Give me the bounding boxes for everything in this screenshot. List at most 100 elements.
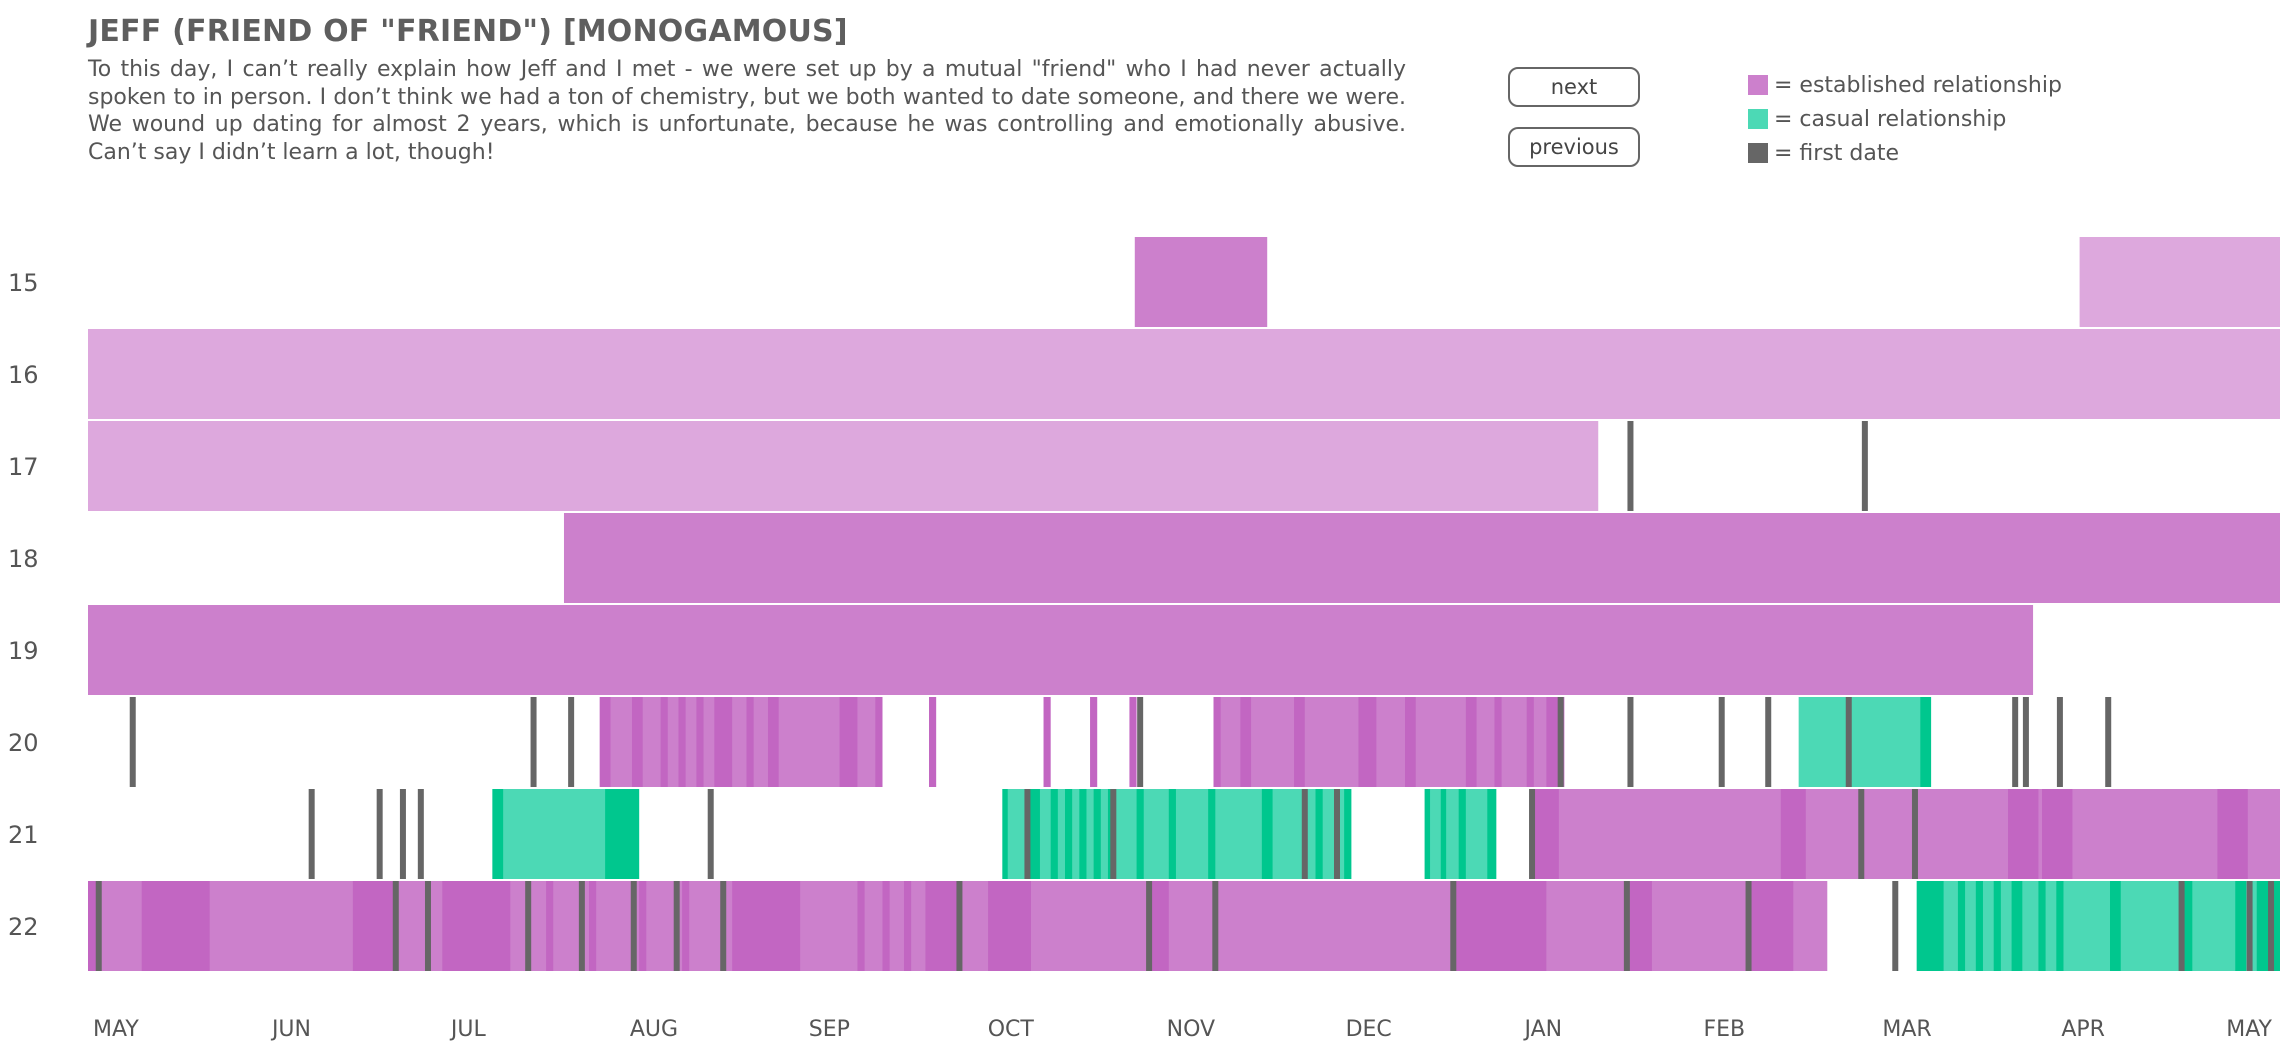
first-date-mark bbox=[392, 881, 399, 971]
x-tick-label: MAY bbox=[2226, 1017, 2272, 1042]
next-button[interactable]: next bbox=[1508, 67, 1640, 107]
relationship-segment bbox=[1208, 789, 1216, 879]
first-date-mark bbox=[1146, 881, 1153, 971]
legend-swatch-casual bbox=[1748, 109, 1768, 129]
relationship-segment bbox=[1134, 237, 1268, 327]
x-tick-label: NOV bbox=[1167, 1017, 1215, 1042]
relationship-segment bbox=[1626, 881, 1652, 971]
first-date-mark bbox=[2056, 697, 2063, 787]
relationship-segment bbox=[141, 881, 210, 971]
story-description: To this day, I can’t really explain how … bbox=[88, 57, 1406, 165]
relationship-segment bbox=[1136, 789, 1144, 879]
relationship-segment bbox=[1168, 789, 1176, 879]
first-date-mark bbox=[2178, 881, 2185, 971]
first-date-mark bbox=[399, 789, 406, 879]
relationship-segment bbox=[1404, 697, 1416, 787]
first-date-mark bbox=[1623, 881, 1630, 971]
relationship-segment bbox=[1129, 697, 1137, 787]
relationship-segment bbox=[1533, 789, 1559, 879]
first-date-mark bbox=[673, 881, 680, 971]
first-date-mark bbox=[2246, 881, 2253, 971]
relationship-segment bbox=[639, 881, 647, 971]
relationship-segment bbox=[682, 881, 690, 971]
x-tick-label: OCT bbox=[988, 1017, 1035, 1042]
relationship-segment bbox=[1315, 789, 1323, 879]
relationship-segment bbox=[1090, 697, 1098, 787]
relationship-segment bbox=[2042, 789, 2073, 879]
relationship-segment bbox=[1453, 881, 1547, 971]
first-date-mark bbox=[956, 881, 963, 971]
relationship-segment bbox=[696, 697, 704, 787]
relationship-segment bbox=[1261, 789, 1273, 879]
row-label: 17 bbox=[8, 453, 39, 481]
first-date-mark bbox=[376, 789, 383, 879]
first-date-mark bbox=[1110, 789, 1117, 879]
first-date-mark bbox=[1529, 789, 1536, 879]
x-tick-label: JAN bbox=[1523, 1017, 1563, 1042]
relationship-segment bbox=[767, 697, 779, 787]
first-date-mark bbox=[525, 881, 532, 971]
relationship-segment bbox=[1526, 697, 1534, 787]
relationship-segment bbox=[1065, 789, 1073, 879]
relationship-segment bbox=[88, 605, 2034, 695]
legend-first-date: = first date bbox=[1748, 138, 1899, 168]
first-date-mark bbox=[1858, 789, 1865, 879]
relationship-segment bbox=[2110, 881, 2121, 971]
relationship-segment bbox=[631, 697, 643, 787]
row-label: 18 bbox=[8, 545, 39, 573]
relationship-segment bbox=[1002, 789, 1352, 879]
relationship-segment bbox=[1043, 697, 1051, 787]
row-label: 19 bbox=[8, 637, 39, 665]
relationship-segment bbox=[1424, 789, 1431, 879]
first-date-mark bbox=[1627, 697, 1634, 787]
x-tick-label: MAR bbox=[1882, 1017, 1931, 1042]
first-date-mark bbox=[1892, 881, 1899, 971]
first-date-mark bbox=[1765, 697, 1772, 787]
first-date-mark bbox=[1745, 881, 1752, 971]
relationship-segment bbox=[1440, 789, 1447, 879]
legend-label-first-date: = first date bbox=[1774, 140, 1900, 166]
x-tick-label: APR bbox=[2061, 1017, 2105, 1042]
legend-swatch-established bbox=[1748, 75, 1768, 95]
relationship-segment bbox=[88, 329, 2280, 419]
first-date-mark bbox=[1845, 697, 1852, 787]
previous-button[interactable]: previous bbox=[1508, 127, 1640, 167]
relationship-segment bbox=[1920, 697, 1932, 787]
first-date-mark bbox=[424, 881, 431, 971]
relationship-segment bbox=[2217, 789, 2248, 879]
relationship-segment bbox=[546, 881, 554, 971]
relationship-segment bbox=[2079, 237, 2280, 327]
relationship-segment bbox=[1975, 881, 1983, 971]
relationship-segment bbox=[1050, 789, 1058, 879]
relationship-segment bbox=[492, 789, 504, 879]
relationship-segment bbox=[903, 881, 912, 971]
relationship-segment bbox=[660, 697, 668, 787]
relationship-segment bbox=[2235, 881, 2247, 971]
first-date-mark bbox=[1024, 789, 1031, 879]
relationship-segment bbox=[1079, 789, 1087, 879]
x-tick-label: MAY bbox=[93, 1017, 139, 1042]
relationship-segment bbox=[1213, 697, 1565, 787]
row-label: 20 bbox=[8, 729, 39, 757]
relationship-segment bbox=[1240, 697, 1252, 787]
relationship-segment bbox=[1916, 881, 2280, 971]
relationship-segment bbox=[1002, 789, 1008, 879]
relationship-segment bbox=[714, 697, 733, 787]
relationship-segment bbox=[605, 789, 640, 879]
first-date-mark bbox=[95, 881, 102, 971]
x-tick-label: DEC bbox=[1346, 1017, 1392, 1042]
relationship-segment bbox=[1798, 697, 1932, 787]
relationship-segment bbox=[88, 421, 1599, 511]
first-date-mark bbox=[308, 789, 315, 879]
first-date-mark bbox=[1301, 789, 1308, 879]
relationship-segment bbox=[1344, 789, 1352, 879]
first-date-mark bbox=[630, 881, 637, 971]
relationship-segment bbox=[2056, 881, 2064, 971]
legend-casual: = casual relationship bbox=[1748, 104, 2006, 134]
relationship-segment bbox=[882, 881, 890, 971]
relationship-segment bbox=[563, 513, 2280, 603]
relationship-segment bbox=[1957, 881, 1966, 971]
relationship-segment bbox=[1494, 697, 1502, 787]
relationship-segment bbox=[1294, 697, 1305, 787]
relationship-segment bbox=[1458, 789, 1466, 879]
